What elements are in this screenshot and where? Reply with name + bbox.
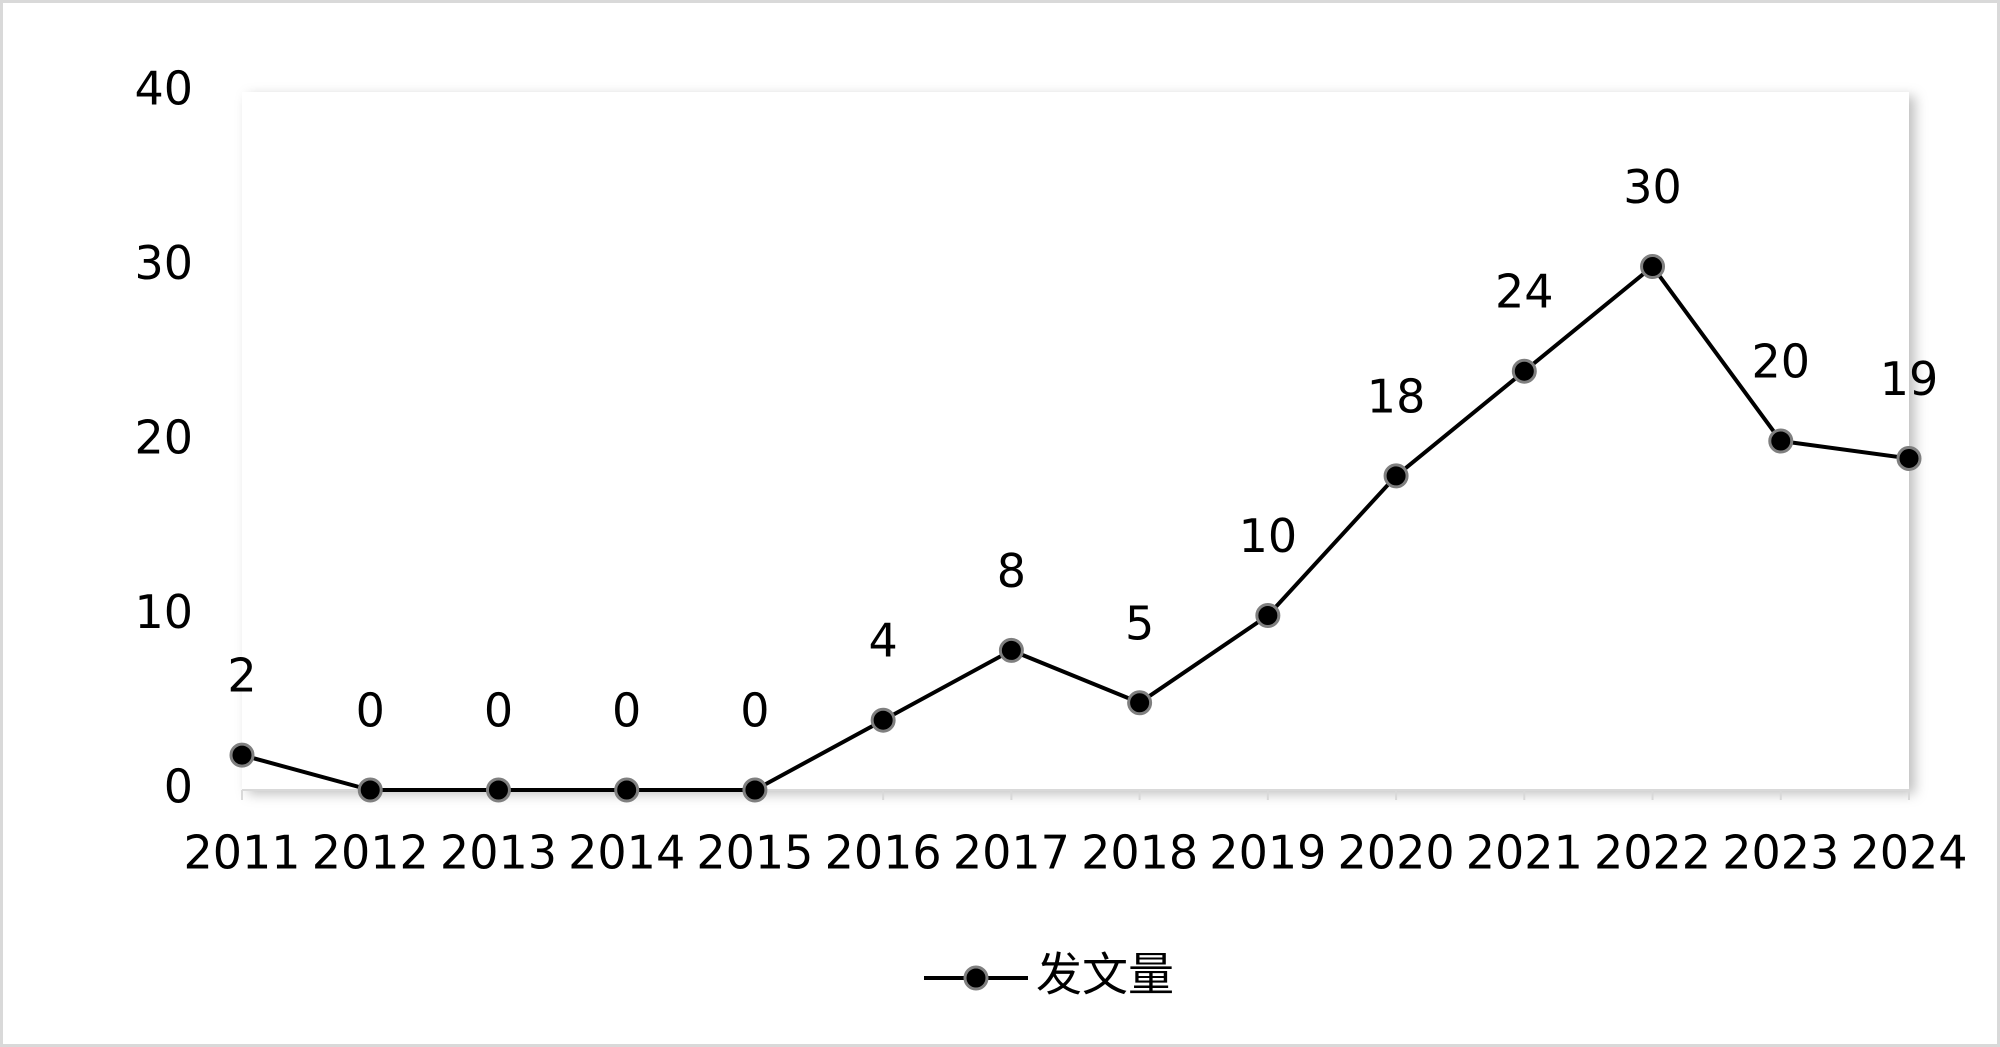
y-tick-label: 20 (134, 411, 193, 465)
x-tick-label: 2014 (568, 826, 685, 880)
x-tick-label: 2015 (696, 826, 813, 880)
data-label: 0 (740, 684, 769, 738)
marker (357, 777, 383, 803)
data-label: 19 (1880, 352, 1939, 406)
data-label: 18 (1367, 369, 1426, 423)
marker (1768, 428, 1794, 454)
x-tick-label: 2018 (1081, 826, 1198, 880)
x-tick-label: 2021 (1466, 826, 1583, 880)
x-tick-label: 2011 (183, 826, 300, 880)
y-tick-label: 10 (134, 585, 193, 639)
y-tick-label: 40 (134, 62, 193, 116)
marker (614, 777, 640, 803)
marker (870, 707, 896, 733)
data-label: 30 (1623, 160, 1682, 214)
marker (1511, 358, 1537, 384)
x-tick-label: 2020 (1338, 826, 1455, 880)
marker (1255, 603, 1281, 628)
data-label: 5 (1125, 596, 1154, 650)
x-tick-label: 2016 (825, 826, 942, 880)
data-label: 4 (869, 614, 898, 668)
x-tick-label: 2017 (953, 826, 1070, 880)
data-label: 0 (612, 684, 641, 738)
marker (485, 777, 511, 803)
marker (1640, 254, 1666, 279)
legend-label: 发文量 (1036, 948, 1174, 1002)
plot-area (242, 92, 1909, 790)
data-label: 20 (1751, 335, 1810, 389)
line (241, 263, 1910, 792)
x-tick-label: 2024 (1850, 826, 1967, 880)
x-tick-label: 2022 (1594, 826, 1711, 880)
data-label: 0 (356, 684, 385, 738)
data-label: 0 (484, 684, 513, 738)
x-tick-label: 2012 (312, 826, 429, 880)
legend-marker (963, 965, 989, 991)
data-label: 24 (1495, 265, 1554, 319)
data-label: 8 (997, 544, 1026, 598)
marker (1383, 463, 1409, 489)
data-label: 10 (1239, 509, 1298, 563)
y-tick-label: 30 (134, 236, 193, 290)
marker (998, 637, 1024, 663)
x-tick-label: 2023 (1722, 826, 1839, 880)
x-tick-label: 2019 (1209, 826, 1326, 880)
marker (742, 777, 768, 803)
marker (1896, 445, 1922, 471)
x-tick-label: 2013 (440, 826, 557, 880)
marker (1127, 690, 1153, 716)
marker (229, 742, 255, 768)
y-tick-label: 0 (164, 760, 193, 814)
data-label: 2 (227, 649, 256, 703)
